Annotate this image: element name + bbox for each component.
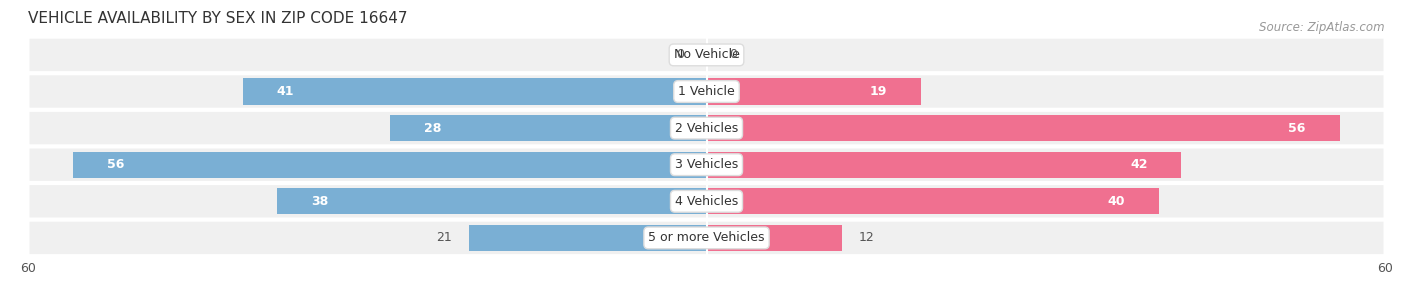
FancyBboxPatch shape — [28, 37, 1385, 73]
Bar — [707, 152, 1181, 178]
Text: 28: 28 — [423, 122, 441, 135]
Bar — [707, 225, 842, 251]
Bar — [389, 115, 707, 141]
Text: 40: 40 — [1108, 195, 1125, 208]
FancyBboxPatch shape — [28, 74, 1385, 109]
FancyBboxPatch shape — [28, 184, 1385, 219]
Text: 5 or more Vehicles: 5 or more Vehicles — [648, 231, 765, 244]
Text: 38: 38 — [311, 195, 328, 208]
FancyBboxPatch shape — [28, 110, 1385, 146]
Text: Source: ZipAtlas.com: Source: ZipAtlas.com — [1260, 21, 1385, 34]
Text: 12: 12 — [859, 231, 875, 244]
Text: 0: 0 — [676, 48, 683, 61]
Bar — [277, 188, 707, 214]
Text: 56: 56 — [107, 158, 125, 171]
Text: 21: 21 — [436, 231, 453, 244]
Text: 19: 19 — [870, 85, 887, 98]
Text: 42: 42 — [1130, 158, 1147, 171]
Legend: Male, Female: Male, Female — [628, 301, 785, 305]
Bar — [707, 188, 1159, 214]
Bar — [707, 115, 1340, 141]
FancyBboxPatch shape — [28, 147, 1385, 182]
FancyBboxPatch shape — [28, 220, 1385, 256]
Bar — [707, 78, 921, 105]
Bar — [470, 225, 707, 251]
Text: 0: 0 — [730, 48, 737, 61]
Bar — [73, 152, 707, 178]
Text: 56: 56 — [1288, 122, 1306, 135]
Text: VEHICLE AVAILABILITY BY SEX IN ZIP CODE 16647: VEHICLE AVAILABILITY BY SEX IN ZIP CODE … — [28, 11, 408, 26]
Text: 1 Vehicle: 1 Vehicle — [678, 85, 735, 98]
Text: 3 Vehicles: 3 Vehicles — [675, 158, 738, 171]
Bar — [243, 78, 707, 105]
Text: 41: 41 — [277, 85, 294, 98]
Text: 4 Vehicles: 4 Vehicles — [675, 195, 738, 208]
Text: No Vehicle: No Vehicle — [673, 48, 740, 61]
Text: 2 Vehicles: 2 Vehicles — [675, 122, 738, 135]
